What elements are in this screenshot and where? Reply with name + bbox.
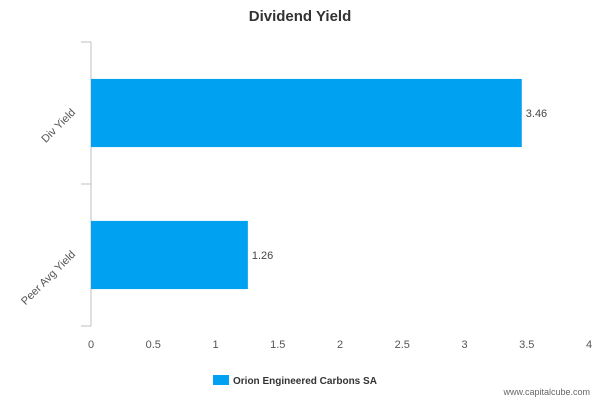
- x-tick-labels: 0 0.5 1 1.5 2 2.5 3 3.5 4: [88, 339, 592, 351]
- x-tick-label: 1: [212, 339, 218, 351]
- x-tick-label: 2.5: [395, 339, 410, 351]
- category-label: Div Yield: [39, 107, 78, 146]
- legend-swatch: [213, 375, 229, 385]
- category-labels: Div Yield Peer Avg Yield: [19, 107, 78, 308]
- axis-group: [81, 41, 92, 327]
- chart-title: Dividend Yield: [249, 8, 352, 25]
- x-tick-label: 2: [337, 339, 343, 351]
- legend: Orion Engineered Carbons SA: [213, 375, 377, 387]
- x-tick-label: 1.5: [270, 339, 285, 351]
- data-label: 3.46: [526, 108, 547, 120]
- legend-label: Orion Engineered Carbons SA: [233, 376, 377, 387]
- x-tick-label: 0.5: [146, 339, 161, 351]
- x-tick-label: 3: [461, 339, 467, 351]
- category-label: Peer Avg Yield: [19, 249, 78, 308]
- x-tick-label: 0: [88, 339, 94, 351]
- bar-div-yield: [91, 78, 522, 148]
- data-label: 1.26: [252, 250, 273, 262]
- x-tick-label: 3.5: [519, 339, 534, 351]
- x-tick-label: 4: [586, 339, 592, 351]
- watermark-text: www.capitalcube.com: [502, 387, 590, 397]
- bar-peer-avg-yield: [91, 220, 248, 290]
- bars-group: 3.46 1.26: [91, 78, 547, 290]
